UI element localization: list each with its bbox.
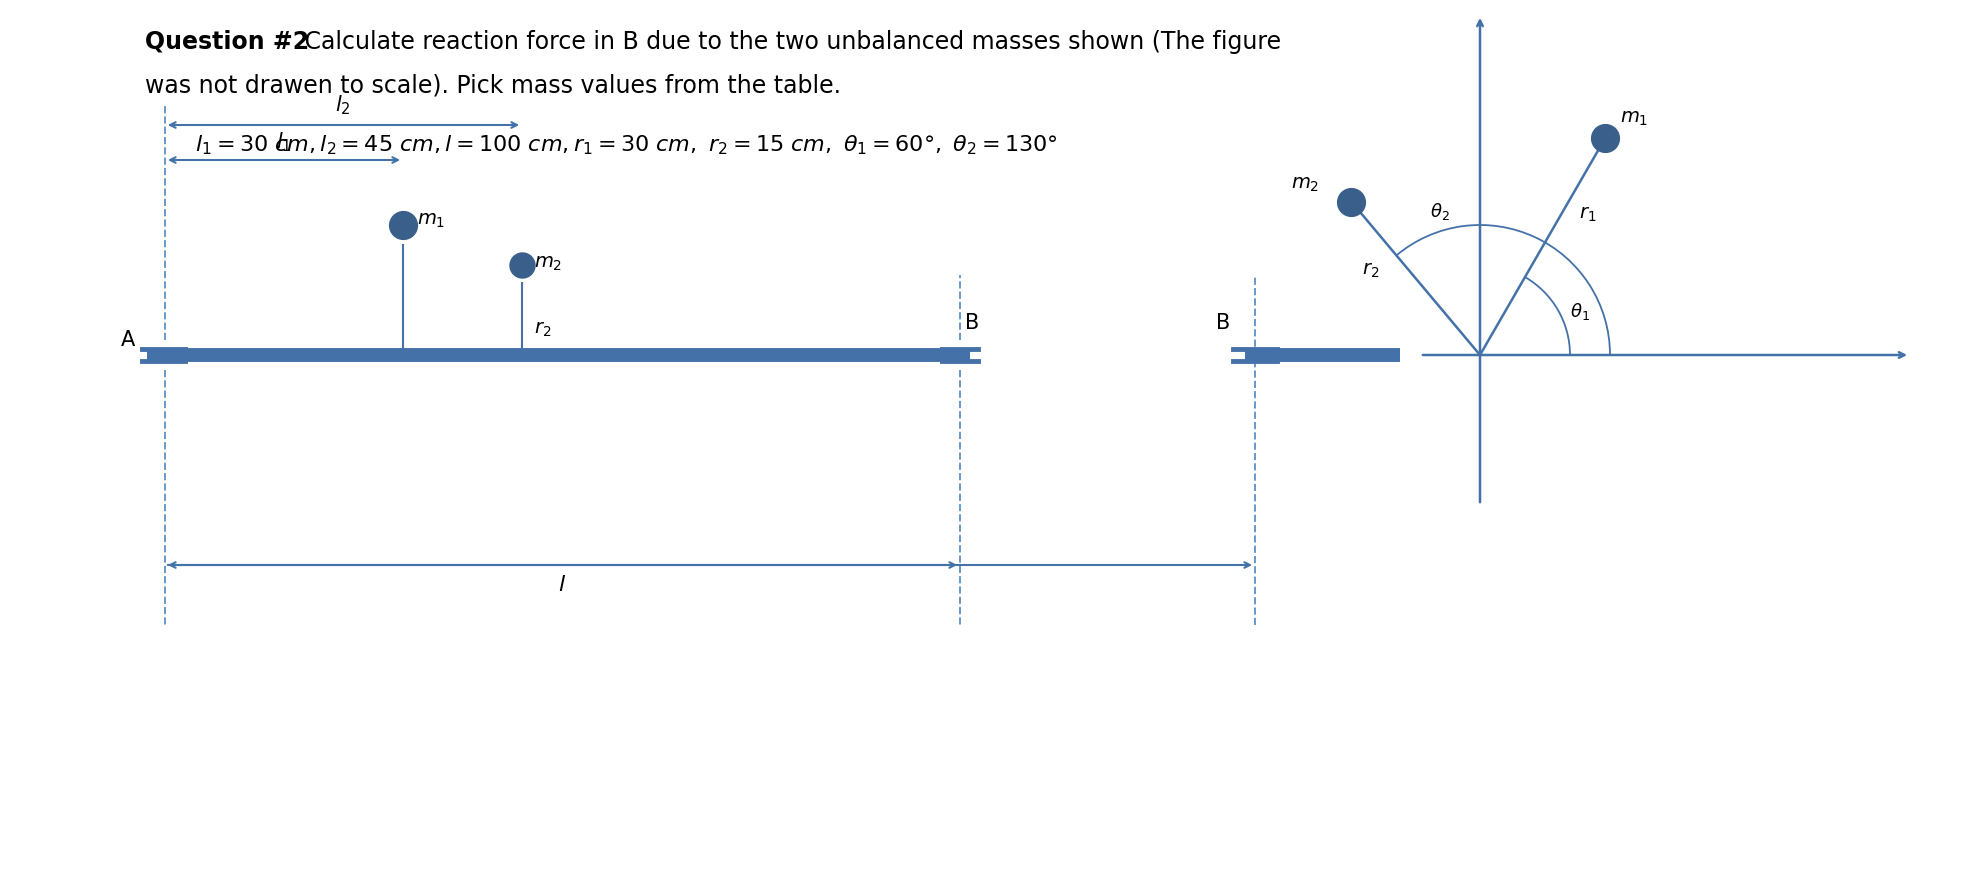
Text: B: B <box>964 313 978 333</box>
Text: B: B <box>1216 313 1229 333</box>
Text: A: A <box>120 330 136 350</box>
Text: Calculate reaction force in B due to the two unbalanced masses shown (The figure: Calculate reaction force in B due to the… <box>297 30 1281 54</box>
Text: $l_1 = 30\ cm, l_2 = 45\ cm, l = 100\ cm, r_1 = 30\ cm,\ r_2 = 15\ cm,\ \theta_1: $l_1 = 30\ cm, l_2 = 45\ cm, l = 100\ cm… <box>194 133 1057 157</box>
Text: $l_2$: $l_2$ <box>336 94 352 117</box>
Text: $r_2$: $r_2$ <box>534 320 552 339</box>
Text: $l$: $l$ <box>558 575 566 595</box>
Text: $m_2$: $m_2$ <box>1290 175 1320 194</box>
Text: $m_1$: $m_1$ <box>416 211 446 229</box>
Text: was not drawen to scale). Pick mass values from the table.: was not drawen to scale). Pick mass valu… <box>145 73 841 97</box>
Text: Question #2: Question #2 <box>145 30 308 54</box>
Text: $r_1$: $r_1$ <box>1579 204 1597 224</box>
Text: $m_2$: $m_2$ <box>534 253 562 273</box>
Text: $r_2$: $r_2$ <box>1361 261 1379 281</box>
Text: $\theta_1$: $\theta_1$ <box>1569 301 1589 322</box>
Text: $\theta_2$: $\theta_2$ <box>1430 201 1449 222</box>
Text: $m_1$: $m_1$ <box>1618 110 1648 128</box>
Text: $l_1$: $l_1$ <box>277 130 293 154</box>
